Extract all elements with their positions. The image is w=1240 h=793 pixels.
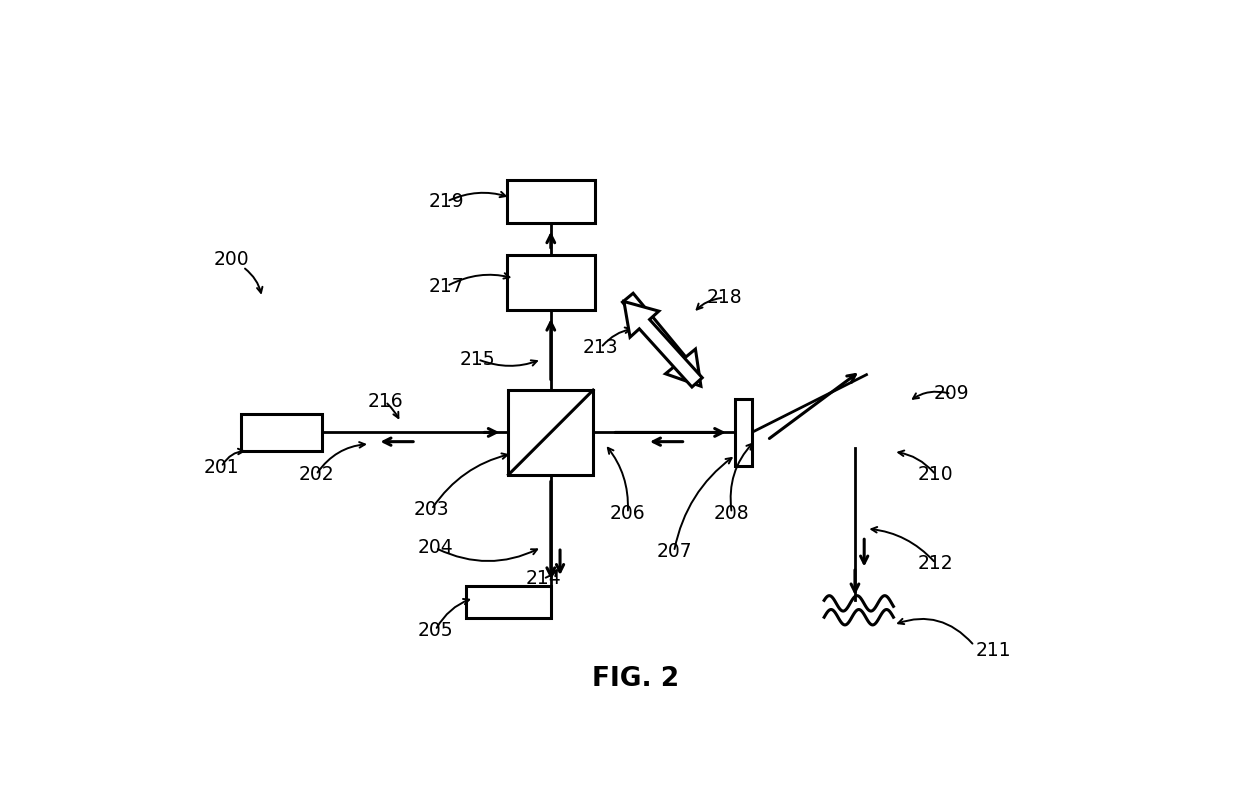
Text: 214: 214: [526, 569, 560, 588]
Text: 216: 216: [367, 392, 403, 411]
Text: 209: 209: [934, 385, 968, 404]
Text: 206: 206: [610, 504, 646, 523]
Text: FIG. 2: FIG. 2: [591, 666, 680, 691]
Text: 213: 213: [583, 339, 619, 357]
Bar: [506, 180, 595, 223]
Text: 215: 215: [460, 350, 496, 369]
Text: 207: 207: [656, 542, 692, 561]
Text: 211: 211: [976, 641, 1012, 660]
Text: 218: 218: [707, 288, 742, 307]
Text: 208: 208: [714, 504, 749, 523]
Bar: [508, 390, 593, 475]
Bar: [241, 414, 321, 451]
Bar: [466, 586, 551, 618]
Text: 200: 200: [213, 250, 249, 269]
Text: 201: 201: [203, 458, 239, 477]
Text: 205: 205: [418, 621, 453, 640]
Text: 204: 204: [418, 538, 453, 557]
FancyArrow shape: [622, 293, 701, 386]
Text: 212: 212: [918, 554, 954, 573]
FancyArrow shape: [624, 301, 702, 387]
Bar: [506, 255, 595, 310]
Text: 202: 202: [298, 465, 334, 485]
Text: 219: 219: [429, 192, 465, 211]
Text: 217: 217: [429, 277, 465, 296]
Text: 210: 210: [918, 465, 954, 485]
Text: 203: 203: [414, 500, 449, 519]
Bar: [735, 399, 751, 466]
